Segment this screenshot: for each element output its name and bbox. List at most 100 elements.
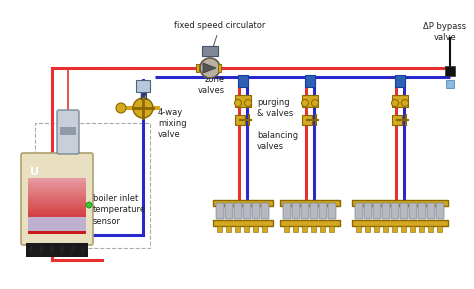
Bar [28,225,86,228]
FancyBboxPatch shape [427,203,435,219]
Bar [218,226,222,232]
Bar [28,197,86,200]
Polygon shape [203,63,216,73]
Bar [28,186,86,189]
Bar [28,209,86,211]
FancyBboxPatch shape [234,203,242,219]
Bar [305,75,315,87]
Bar [28,220,86,223]
FancyBboxPatch shape [310,203,318,219]
Bar [329,226,335,232]
Bar [28,203,86,206]
Circle shape [235,99,241,107]
FancyBboxPatch shape [391,203,399,219]
Text: M: M [139,94,147,103]
Bar [401,226,407,232]
Bar [392,95,408,107]
Bar [28,206,86,209]
Circle shape [245,99,252,107]
FancyBboxPatch shape [436,203,444,219]
Bar [293,226,299,232]
FancyBboxPatch shape [292,203,300,219]
Bar [419,226,425,232]
Bar [28,214,86,217]
FancyBboxPatch shape [400,203,408,219]
FancyBboxPatch shape [319,203,327,219]
FancyBboxPatch shape [57,110,79,154]
Bar [136,80,150,92]
FancyBboxPatch shape [418,203,426,219]
Bar [438,226,443,232]
Bar [395,75,405,87]
Bar [280,220,340,226]
Bar [196,64,199,72]
Bar [28,181,86,184]
FancyBboxPatch shape [382,203,390,219]
Bar [28,189,86,192]
Bar [254,226,258,232]
Circle shape [301,99,309,107]
Bar [238,75,248,87]
FancyBboxPatch shape [216,203,224,219]
FancyBboxPatch shape [283,203,291,219]
Text: boiler inlet
temperature
sensor: boiler inlet temperature sensor [93,194,146,226]
Bar [245,226,249,232]
Bar [392,115,402,125]
FancyBboxPatch shape [409,203,417,219]
Bar [383,226,389,232]
Circle shape [200,58,220,78]
Bar [365,226,371,232]
Circle shape [116,103,126,113]
Bar [428,226,434,232]
Bar [28,194,86,197]
Text: ΔP bypass
valve: ΔP bypass valve [423,22,466,42]
Bar [28,192,86,194]
Bar [445,66,455,76]
Bar [263,226,267,232]
FancyBboxPatch shape [328,203,336,219]
Bar [28,184,86,186]
FancyBboxPatch shape [364,203,372,219]
FancyBboxPatch shape [261,203,269,219]
Bar [213,200,273,206]
Bar [28,178,86,181]
Circle shape [311,99,319,107]
Bar [218,64,221,72]
Text: 4-way
mixing
valve: 4-way mixing valve [158,108,187,139]
Bar [236,226,240,232]
Text: purging
& valves

balancing
valves: purging & valves balancing valves [257,98,298,151]
Bar [60,127,76,135]
Bar [352,220,448,226]
Bar [280,200,340,206]
Bar [311,226,317,232]
Bar [28,217,86,220]
Bar [227,226,231,232]
FancyBboxPatch shape [243,203,251,219]
Bar [235,95,251,107]
Bar [302,95,318,107]
Bar [28,228,86,231]
Circle shape [401,99,409,107]
Bar [410,226,416,232]
Text: zone
valves: zone valves [198,75,225,95]
Text: fixed speed circulator: fixed speed circulator [174,21,266,53]
Bar [28,200,86,203]
FancyBboxPatch shape [252,203,260,219]
Bar [202,46,218,56]
Bar [352,200,448,206]
Bar [28,231,86,234]
FancyBboxPatch shape [21,153,93,245]
Circle shape [392,99,399,107]
Bar [35,123,150,248]
Circle shape [86,202,92,208]
FancyBboxPatch shape [373,203,381,219]
Bar [320,226,326,232]
Bar [446,80,454,88]
Bar [302,226,308,232]
FancyBboxPatch shape [225,203,233,219]
Circle shape [133,98,153,118]
FancyBboxPatch shape [355,203,363,219]
Bar [28,223,86,225]
Bar [28,217,86,231]
Bar [302,115,312,125]
